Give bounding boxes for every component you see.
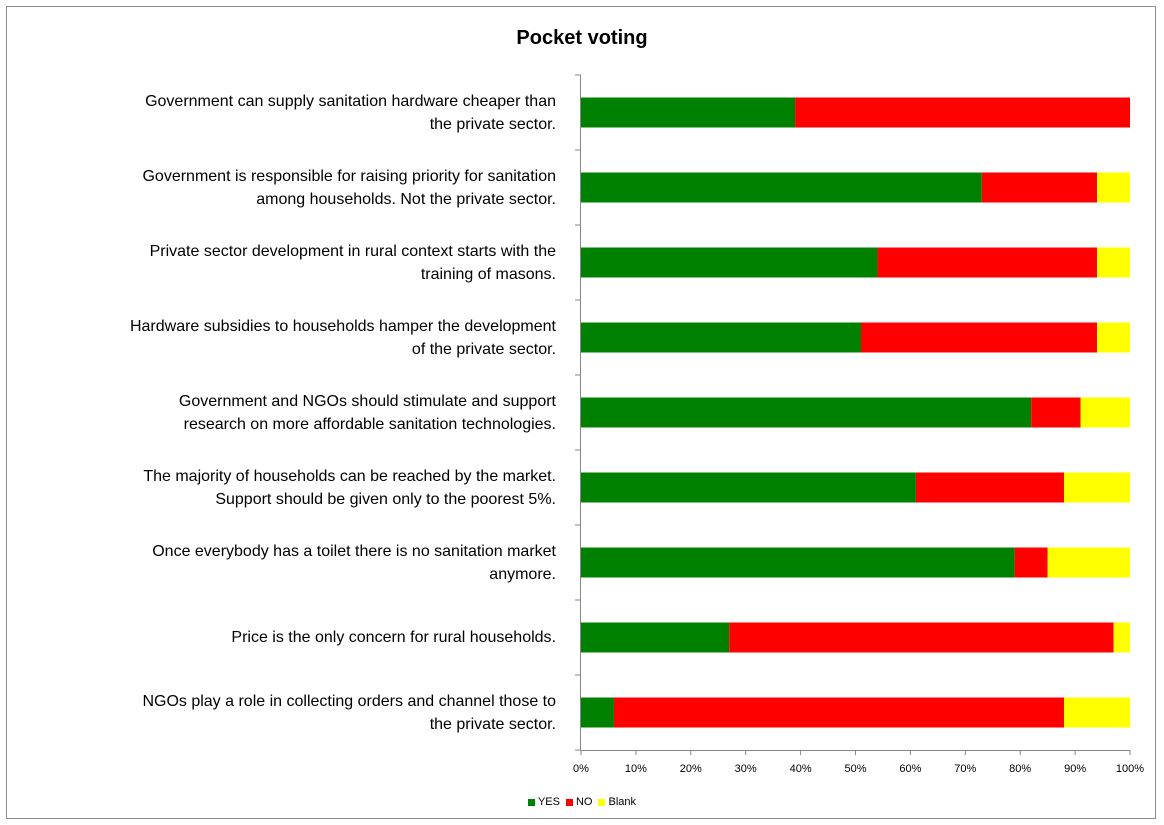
legend-item-blank: Blank [598, 796, 636, 808]
x-tick-label: 70% [954, 763, 976, 775]
bar-no-8 [729, 622, 1114, 653]
legend-label: Blank [608, 796, 637, 809]
bar-blank-6 [1064, 472, 1130, 503]
legend-label: NO [575, 796, 593, 809]
category-label-line: Government can supply sanitation hardwar… [145, 92, 556, 110]
bar-no-1 [795, 97, 1130, 128]
bar-yes-7 [581, 547, 1015, 578]
category-label-line: NGOs play a role in collecting orders an… [142, 692, 556, 710]
category-label-line: among households. Not the private sector… [256, 190, 556, 208]
legend: YES NO Blank [0, 796, 1164, 808]
legend-item-no: NO [565, 796, 593, 809]
x-tick-label: 20% [680, 763, 702, 775]
bar-no-9 [613, 697, 1065, 728]
bar-yes-5 [581, 397, 1032, 428]
x-tick-label: 40% [790, 763, 812, 775]
bar-no-6 [915, 472, 1065, 503]
bar-no-7 [1014, 547, 1048, 578]
bar-yes-8 [581, 622, 730, 653]
category-label-line: Government is responsible for raising pr… [142, 167, 556, 185]
category-label: Private sector development in rural cont… [0, 240, 556, 286]
category-label-line: the private sector. [429, 115, 556, 133]
bar-yes-1 [581, 97, 796, 128]
x-tick-label: 0% [573, 763, 589, 775]
bar-yes-9 [581, 697, 614, 728]
legend-label: YES [537, 796, 560, 809]
bar-blank-8 [1113, 622, 1130, 653]
category-label-line: training of masons. [420, 265, 556, 283]
category-label-line: Hardware subsidies to households hamper … [129, 317, 556, 335]
bar-blank-9 [1064, 697, 1130, 728]
category-label: NGOs play a role in collecting orders an… [0, 690, 556, 736]
bar-no-4 [860, 322, 1098, 353]
bar-no-5 [1031, 397, 1081, 428]
x-tick-label: 90% [1064, 763, 1086, 775]
x-tick-label: 80% [1009, 763, 1031, 775]
bar-blank-2 [1097, 172, 1130, 203]
bar-blank-5 [1080, 397, 1130, 428]
bar-yes-2 [581, 172, 982, 203]
legend-swatch [565, 798, 573, 806]
bar-yes-3 [581, 247, 878, 278]
category-label: Government and NGOs should stimulate and… [0, 390, 556, 436]
x-tick-label: 50% [844, 763, 866, 775]
x-tick-label: 10% [625, 763, 647, 775]
bar-yes-4 [581, 322, 861, 353]
legend-swatch [527, 798, 535, 806]
x-tick-label: 60% [899, 763, 921, 775]
category-label-line: anymore. [489, 565, 556, 583]
bar-no-2 [981, 172, 1098, 203]
bar-yes-6 [581, 472, 916, 503]
category-label: Once everybody has a toilet there is no … [0, 540, 556, 586]
chart-title: Pocket voting [516, 27, 648, 49]
legend-item-yes: YES [527, 796, 560, 809]
category-label-line: Government and NGOs should stimulate and… [178, 392, 556, 410]
category-label-line: The majority of households can be reache… [143, 467, 556, 485]
category-label-line: the private sector. [429, 715, 556, 733]
legend-swatch [598, 798, 606, 806]
category-label-line: of the private sector. [411, 340, 556, 358]
category-label: Price is the only concern for rural hous… [0, 626, 556, 649]
category-label: The majority of households can be reache… [0, 465, 556, 511]
category-label: Government is responsible for raising pr… [0, 165, 556, 211]
bar-blank-3 [1097, 247, 1130, 278]
x-tick-label: 100% [1116, 763, 1144, 775]
category-label: Hardware subsidies to households hamper … [0, 315, 556, 361]
category-label-line: Support should be given only to the poor… [215, 490, 556, 508]
category-label-line: Private sector development in rural cont… [149, 242, 556, 260]
category-label-line: Price is the only concern for rural hous… [231, 629, 556, 646]
bar-no-3 [877, 247, 1098, 278]
category-label-line: Once everybody has a toilet there is no … [152, 542, 556, 560]
x-tick-label: 30% [735, 763, 757, 775]
category-label-line: research on more affordable sanitation t… [183, 415, 556, 433]
bar-blank-7 [1047, 547, 1130, 578]
bar-blank-4 [1097, 322, 1130, 353]
category-label: Government can supply sanitation hardwar… [0, 90, 556, 136]
